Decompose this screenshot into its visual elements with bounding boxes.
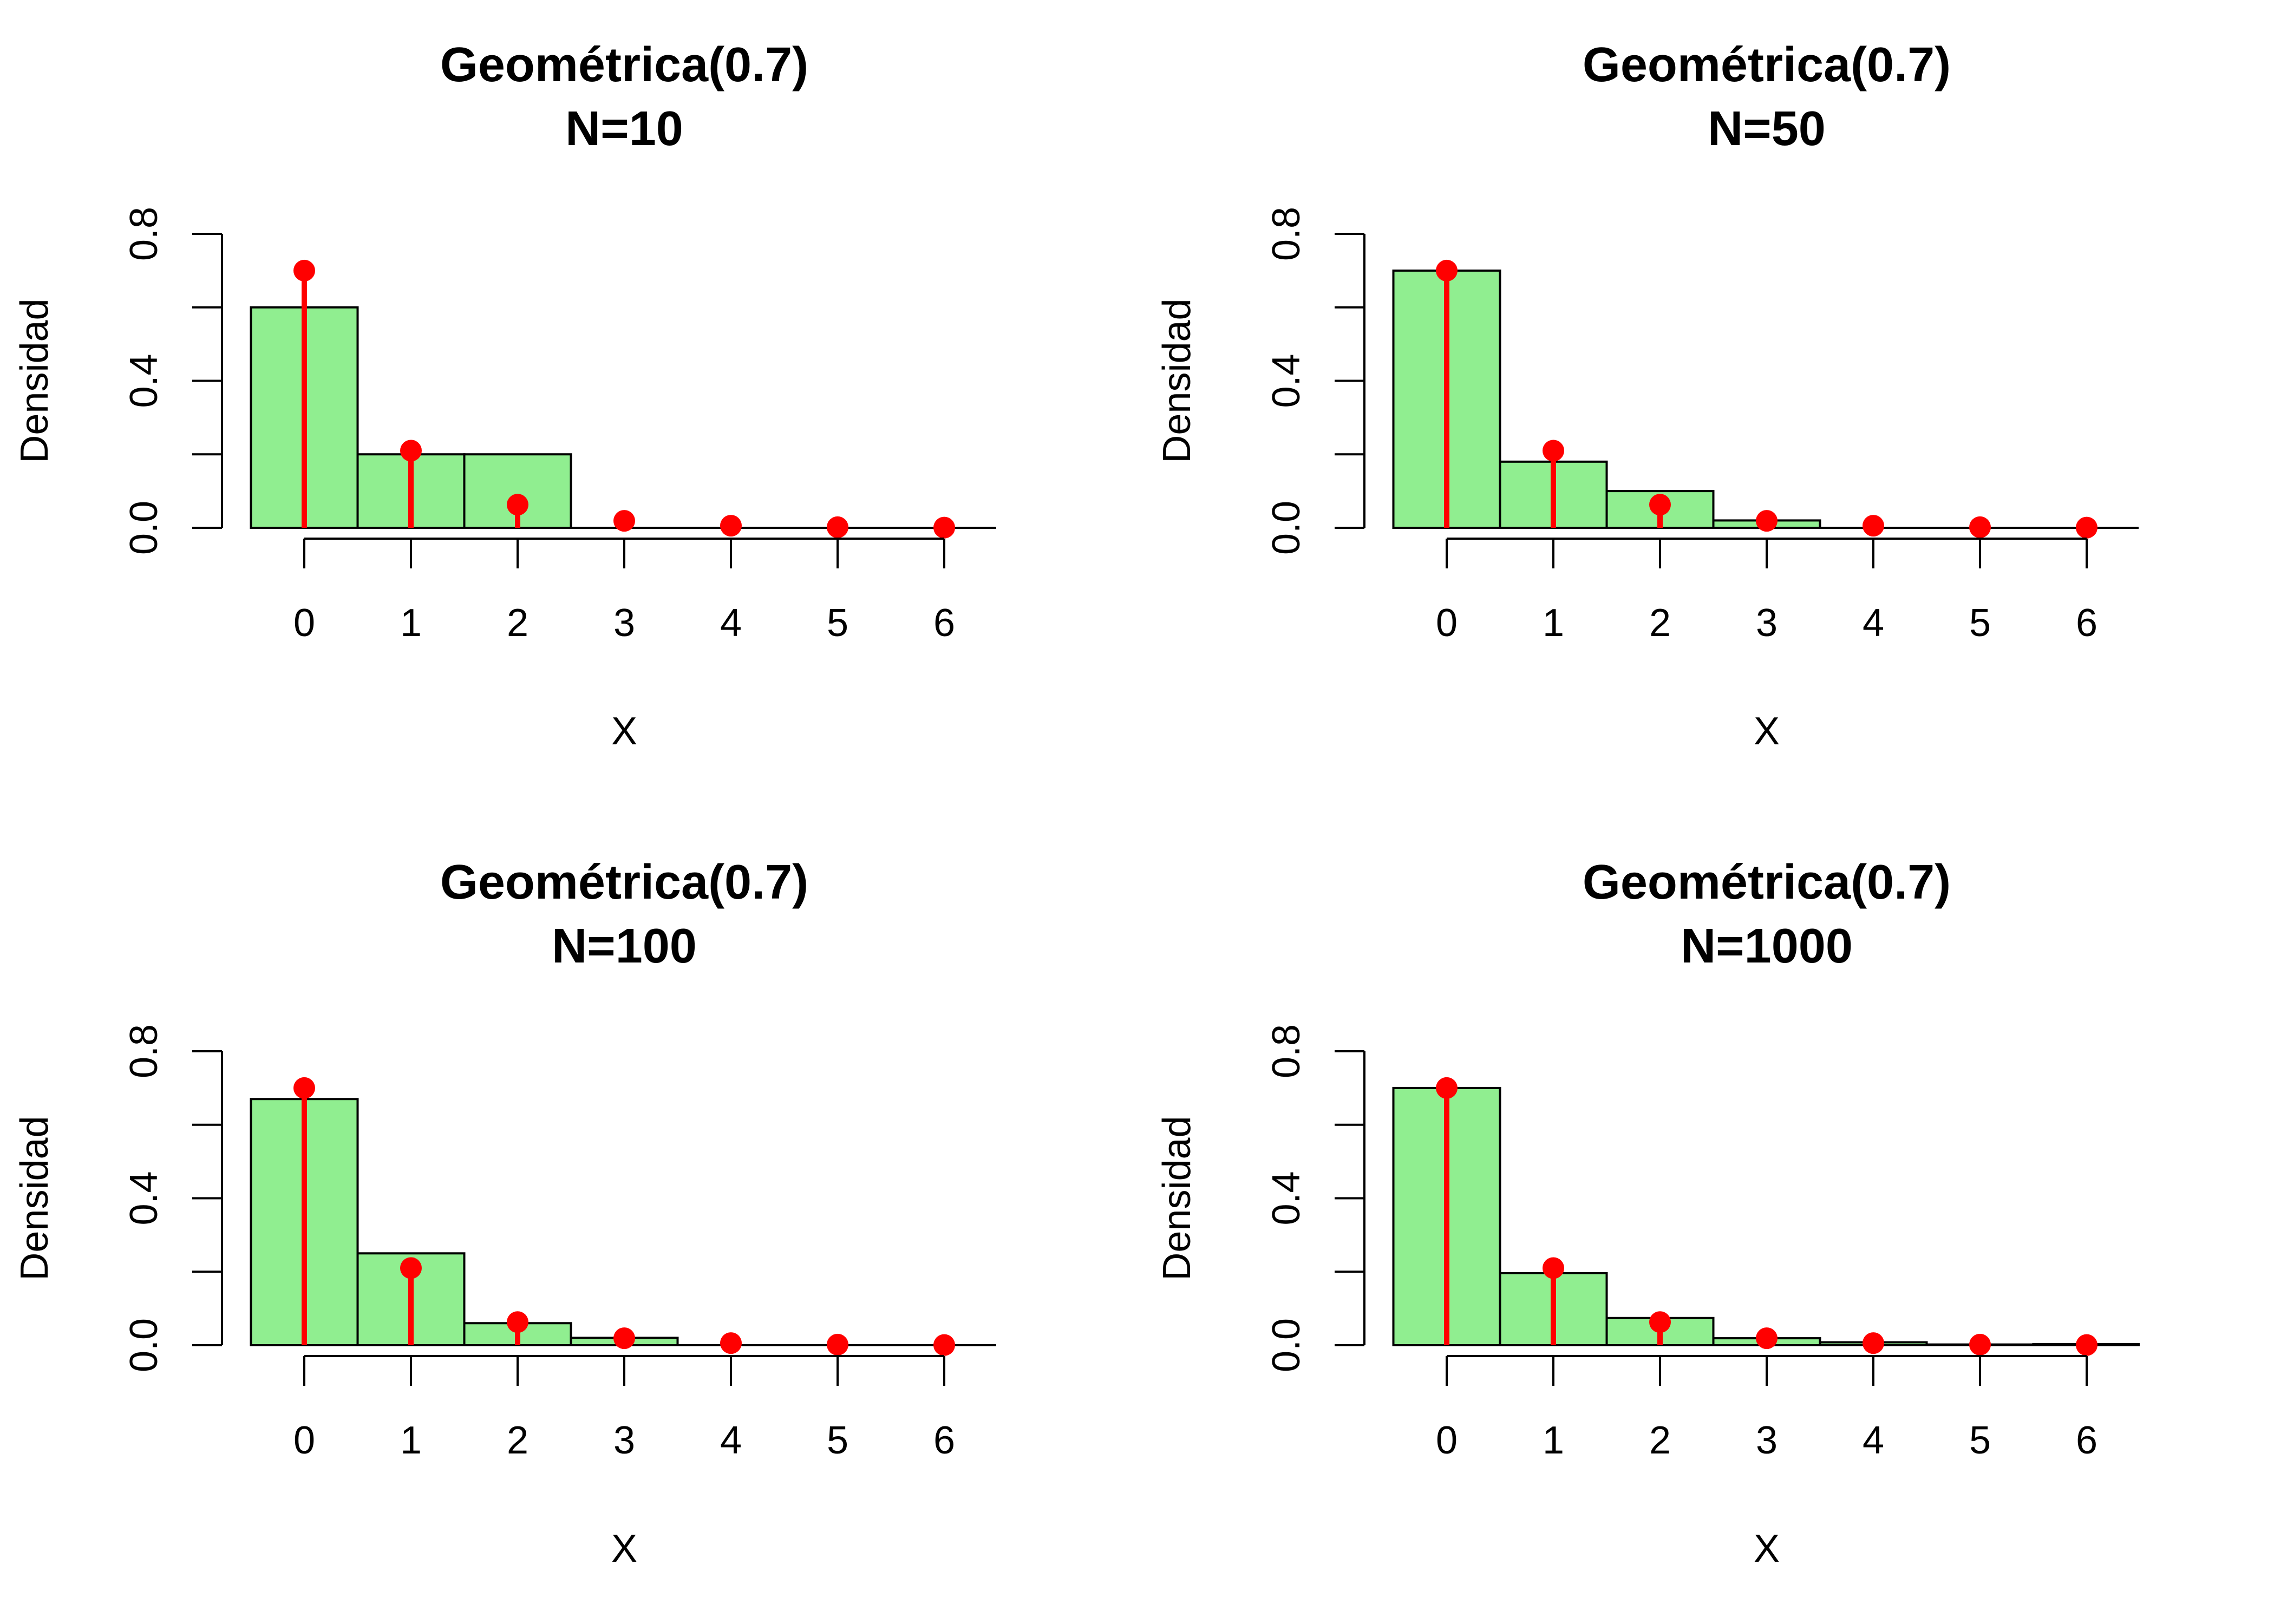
- x-tick-label: 3: [613, 601, 635, 645]
- x-tick-label: 1: [1543, 1419, 1564, 1462]
- pmf-point: [1969, 1333, 1991, 1355]
- x-tick-label: 0: [1436, 601, 1458, 645]
- y-tick-label: 0.4: [1265, 353, 1308, 408]
- pmf-point: [400, 440, 422, 462]
- y-tick-label: 0.8: [1265, 1024, 1308, 1078]
- pmf-point: [1436, 259, 1458, 281]
- x-tick-label: 2: [1649, 601, 1671, 645]
- pmf-point: [1756, 1327, 1778, 1350]
- y-axis-label: Densidad: [13, 1116, 56, 1280]
- x-axis-label: X: [611, 710, 637, 753]
- pmf-point: [933, 516, 955, 539]
- pmf-point: [720, 1332, 742, 1354]
- pmf-point: [1756, 510, 1778, 532]
- x-tick-label: 0: [293, 1419, 315, 1462]
- y-tick-label: 0.4: [1265, 1171, 1308, 1225]
- pmf-point: [507, 494, 528, 516]
- pmf-point: [1863, 1332, 1884, 1354]
- chart-subtitle: N=50: [1708, 102, 1826, 156]
- x-tick-label: 6: [2076, 1419, 2097, 1462]
- chart-title: Geométrica(0.7): [1583, 38, 1951, 92]
- x-tick-label: 2: [1649, 1419, 1671, 1462]
- x-tick-label: 6: [933, 601, 955, 645]
- x-tick-label: 5: [827, 601, 848, 645]
- x-tick-label: 4: [1863, 1419, 1884, 1462]
- x-axis-label: X: [1754, 710, 1780, 753]
- pmf-point: [1543, 440, 1564, 462]
- chart-title: Geométrica(0.7): [440, 38, 808, 92]
- pmf-point: [933, 1334, 955, 1356]
- y-axis-label: Densidad: [13, 298, 56, 463]
- pmf-point: [613, 1327, 635, 1350]
- x-tick-label: 5: [1969, 1419, 1991, 1462]
- pmf-point: [1543, 1257, 1564, 1279]
- pmf-point: [1863, 515, 1884, 537]
- chart-subtitle: N=100: [552, 919, 697, 973]
- y-tick-label: 0.0: [122, 1318, 166, 1372]
- y-tick-label: 0.4: [122, 353, 166, 408]
- pmf-point: [2076, 1334, 2097, 1356]
- chart-subtitle: N=1000: [1681, 919, 1853, 973]
- x-axis-label: X: [1754, 1527, 1780, 1570]
- x-tick-label: 3: [1756, 601, 1778, 645]
- y-tick-label: 0.0: [1265, 501, 1308, 555]
- x-tick-label: 2: [507, 1419, 528, 1462]
- x-tick-label: 4: [720, 1419, 742, 1462]
- pmf-point: [1436, 1077, 1458, 1099]
- x-tick-label: 0: [293, 601, 315, 645]
- y-tick-label: 0.8: [122, 1024, 166, 1078]
- x-tick-label: 5: [1969, 601, 1991, 645]
- chart-subtitle: N=10: [565, 102, 683, 156]
- y-tick-label: 0.0: [122, 501, 166, 555]
- y-tick-label: 0.8: [1265, 207, 1308, 261]
- pmf-point: [2076, 516, 2097, 539]
- x-tick-label: 1: [400, 601, 422, 645]
- pmf-point: [1649, 1311, 1671, 1333]
- x-tick-label: 1: [1543, 601, 1564, 645]
- chart-panel-2: Geométrica(0.7) N=50 0.0 0.4 0.8 0 1 2 3 4 5 6 X Dens…: [1155, 38, 2139, 753]
- chart-panel-1: Geométrica(0.7) N=10 0.0 0.4 0.8 0 1 2 3 4 5 6 X Dens…: [13, 38, 996, 753]
- y-tick-label: 0.8: [122, 207, 166, 261]
- x-tick-label: 5: [827, 1419, 848, 1462]
- pmf-point: [720, 515, 742, 537]
- x-tick-label: 0: [1436, 1419, 1458, 1462]
- y-tick-label: 0.0: [1265, 1318, 1308, 1372]
- x-tick-label: 4: [720, 601, 742, 645]
- chart-title: Geométrica(0.7): [1583, 855, 1951, 909]
- x-tick-label: 4: [1863, 601, 1884, 645]
- pmf-point: [827, 516, 848, 538]
- chart-title: Geométrica(0.7): [440, 855, 808, 909]
- pmf-point: [507, 1311, 528, 1333]
- x-axis-label: X: [611, 1527, 637, 1570]
- pmf-point: [293, 1077, 315, 1099]
- y-axis-label: Densidad: [1155, 298, 1199, 463]
- pmf-point: [1969, 516, 1991, 538]
- pmf-point: [293, 259, 315, 281]
- x-tick-label: 6: [2076, 601, 2097, 645]
- y-axis-label: Densidad: [1155, 1116, 1199, 1280]
- chart-panel-3: Geométrica(0.7) N=100 0.0 0.4 0.8 0 1 2 3 4 5 6 X Den…: [13, 855, 996, 1570]
- x-tick-label: 3: [613, 1419, 635, 1462]
- pmf-point: [1649, 494, 1671, 516]
- x-tick-label: 2: [507, 601, 528, 645]
- chart-panel-4: Geométrica(0.7) N=1000 0.0 0.4 0.8 0 1 2 3 4 5 6 X De…: [1155, 855, 2140, 1570]
- pmf-point: [827, 1333, 848, 1355]
- pmf-point: [613, 510, 635, 532]
- x-tick-label: 1: [400, 1419, 422, 1462]
- x-tick-label: 6: [933, 1419, 955, 1462]
- pmf-point: [400, 1257, 422, 1279]
- y-tick-label: 0.4: [122, 1171, 166, 1225]
- x-tick-label: 3: [1756, 1419, 1778, 1462]
